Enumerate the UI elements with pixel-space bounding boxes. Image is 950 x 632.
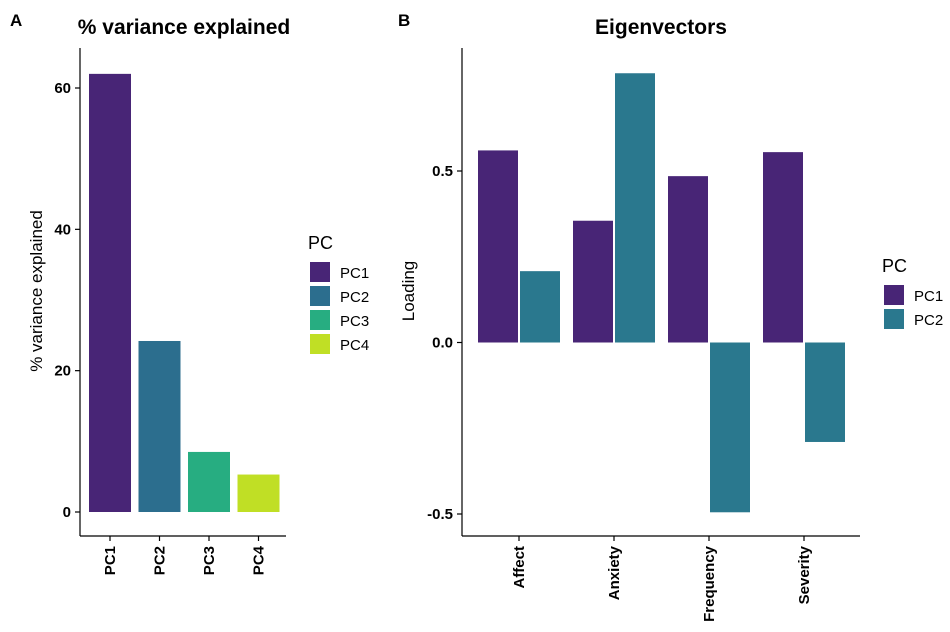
chart-b-legend: PC PC1 PC2 (882, 256, 943, 329)
chart-a-y-tick-label: 0 (63, 504, 71, 521)
chart-b-y-tick-label: 0.5 (432, 163, 453, 180)
chart-a-x-ticks: PC1 PC2 PC3 PC4 (102, 536, 268, 575)
chart-a-legend: PC PC1 PC2 PC3 PC4 (308, 233, 369, 354)
chart-a-legend-title: PC (308, 233, 333, 253)
chart-b-legend-key-pc1 (884, 285, 904, 305)
chart-b-bar-severity-pc2 (805, 342, 845, 442)
chart-b-legend-key-pc2 (884, 309, 904, 329)
chart-a-legend-label: PC4 (340, 337, 369, 354)
chart-b-bar-anxiety-pc1 (573, 220, 613, 343)
chart-b-legend-label: PC2 (914, 312, 943, 329)
chart-b-x-ticks: Affect Anxiety Frequency Severity (511, 536, 813, 622)
chart-a-x-tick-label: PC3 (201, 546, 218, 575)
chart-a-bar-pc1 (89, 73, 131, 512)
chart-b-bar-affect-pc1 (478, 150, 518, 343)
chart-b-x-tick-label: Anxiety (606, 545, 623, 600)
chart-b-y-tick-label: 0.0 (432, 335, 453, 352)
chart-a-bars (89, 73, 280, 512)
chart-b-x-tick-label: Severity (796, 545, 813, 604)
chart-a-x-tick-label: PC1 (102, 546, 119, 575)
panel-b-letter: B (398, 11, 410, 30)
chart-a-title: % variance explained (78, 16, 290, 39)
panel-a-variance-chart: A % variance explained % variance explai… (10, 11, 369, 575)
chart-a-x-tick-label: PC4 (251, 545, 268, 575)
chart-a-y-axis-title: % variance explained (27, 210, 46, 372)
chart-a-y-ticks: 0 20 40 60 (54, 80, 80, 521)
chart-a-legend-key-pc2 (310, 286, 330, 306)
chart-b-bar-affect-pc2 (520, 271, 560, 343)
chart-a-bar-pc3 (188, 451, 230, 512)
chart-a-x-tick-label: PC2 (152, 546, 169, 575)
chart-b-y-ticks: -0.5 0.0 0.5 (427, 163, 462, 523)
chart-a-legend-key-pc4 (310, 334, 330, 354)
chart-b-x-tick-label: Affect (511, 546, 528, 589)
panel-a-letter: A (10, 11, 22, 30)
chart-a-y-tick-label: 20 (54, 363, 71, 380)
chart-a-legend-label: PC1 (340, 265, 369, 282)
chart-a-y-tick-label: 60 (54, 80, 71, 97)
chart-a-y-tick-label: 40 (54, 221, 71, 238)
chart-b-y-tick-label: -0.5 (427, 506, 453, 523)
chart-a-legend-key-pc3 (310, 310, 330, 330)
chart-a-legend-label: PC3 (340, 313, 369, 330)
chart-b-bars (478, 73, 845, 513)
panel-b-eigenvector-chart: B Eigenvectors Loading -0.5 0.0 0.5 Affect… (398, 11, 943, 622)
chart-b-y-axis-title: Loading (399, 261, 418, 322)
chart-b-title: Eigenvectors (595, 16, 727, 39)
chart-b-legend-label: PC1 (914, 288, 943, 305)
chart-b-legend-title: PC (882, 256, 907, 276)
chart-a-bar-pc4 (237, 474, 280, 512)
chart-b-x-tick-label: Frequency (701, 545, 718, 622)
chart-a-bar-pc2 (138, 340, 181, 512)
chart-a-legend-key-pc1 (310, 262, 330, 282)
chart-b-bar-frequency-pc2 (710, 342, 750, 513)
chart-b-bar-frequency-pc1 (668, 176, 708, 343)
chart-b-bar-anxiety-pc2 (615, 73, 655, 343)
chart-a-legend-label: PC2 (340, 289, 369, 306)
chart-b-bar-severity-pc1 (763, 152, 803, 343)
